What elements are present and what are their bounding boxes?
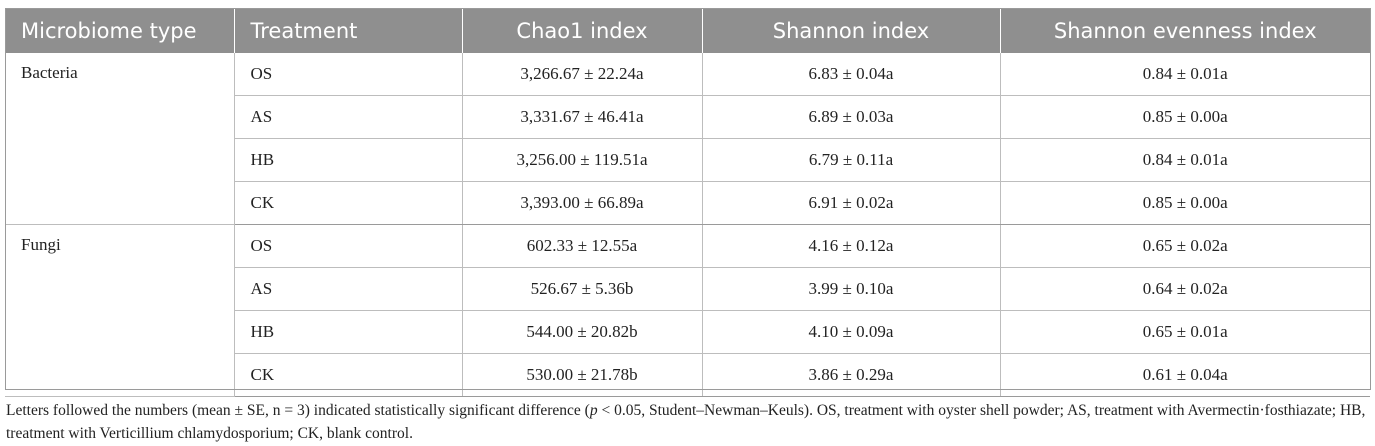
table-row: AS 3,331.67 ± 46.41a 6.89 ± 0.03a 0.85 ±… [5,95,1370,139]
chao1-cell: 3,256.00 ± 119.51a [462,138,703,182]
table-row: CK 3,393.00 ± 66.89a 6.91 ± 0.02a 0.85 ±… [5,181,1370,225]
table-row: Fungi OS 602.33 ± 12.55a 4.16 ± 0.12a 0.… [5,224,1370,397]
chao1-cell: 3,266.67 ± 22.24a [462,53,703,96]
evenness-cell: 0.84 ± 0.01a [1000,53,1370,96]
treatment-cell: HB [234,310,463,354]
treatment-cell: CK [234,353,463,397]
header-evenness: Shannon evenness index [1000,8,1370,53]
shannon-cell: 6.83 ± 0.04a [702,53,1001,96]
chao1-cell: 602.33 ± 12.55a [462,224,703,268]
shannon-cell: 6.91 ± 0.02a [702,181,1001,225]
chao1-cell: 526.67 ± 5.36b [462,267,703,311]
shannon-cell: 6.79 ± 0.11a [702,138,1001,182]
footnote-text-rest: < 0.05, Student–Newman–Keuls). OS, treat… [6,402,1366,442]
table-row: AS 526.67 ± 5.36b 3.99 ± 0.10a 0.64 ± 0.… [5,267,1370,311]
microbiome-type-cell: Fungi [5,224,235,397]
evenness-cell: 0.85 ± 0.00a [1000,95,1370,139]
header-row: Microbiome type Treatment Chao1 index Sh… [5,8,1370,53]
chao1-cell: 530.00 ± 21.78b [462,353,703,397]
footnote-p-symbol: p [589,402,598,419]
treatment-cell: CK [234,181,463,225]
shannon-cell: 3.86 ± 0.29a [702,353,1001,397]
shannon-cell: 6.89 ± 0.03a [702,95,1001,139]
shannon-cell: 4.10 ± 0.09a [702,310,1001,354]
treatment-cell: OS [234,53,463,96]
evenness-cell: 0.65 ± 0.01a [1000,310,1370,354]
header-shannon: Shannon index [702,8,1001,53]
chao1-cell: 3,331.67 ± 46.41a [462,95,703,139]
table-row: HB 544.00 ± 20.82b 4.10 ± 0.09a 0.65 ± 0… [5,310,1370,354]
evenness-cell: 0.84 ± 0.01a [1000,138,1370,182]
table-footnote: Letters followed the numbers (mean ± SE,… [6,399,1368,445]
evenness-cell: 0.85 ± 0.00a [1000,181,1370,225]
treatment-cell: HB [234,138,463,182]
treatment-cell: AS [234,95,463,139]
diversity-table: Microbiome type Treatment Chao1 index Sh… [5,8,1370,397]
chao1-cell: 544.00 ± 20.82b [462,310,703,354]
shannon-cell: 3.99 ± 0.10a [702,267,1001,311]
treatment-cell: AS [234,267,463,311]
footnote-text: Letters followed the numbers (mean ± SE,… [6,402,590,419]
evenness-cell: 0.64 ± 0.02a [1000,267,1370,311]
table-row: Bacteria OS 3,266.67 ± 22.24a 6.83 ± 0.0… [5,53,1370,225]
shannon-cell: 4.16 ± 0.12a [702,224,1001,268]
evenness-cell: 0.65 ± 0.02a [1000,224,1370,268]
header-microbiome-type: Microbiome type [5,8,235,53]
chao1-cell: 3,393.00 ± 66.89a [462,181,703,225]
evenness-cell: 0.61 ± 0.04a [1000,353,1370,397]
microbiome-type-cell: Bacteria [5,53,235,225]
table-row: HB 3,256.00 ± 119.51a 6.79 ± 0.11a 0.84 … [5,138,1370,182]
treatment-cell: OS [234,224,463,268]
header-chao1: Chao1 index [462,8,703,53]
header-treatment: Treatment [234,8,463,53]
